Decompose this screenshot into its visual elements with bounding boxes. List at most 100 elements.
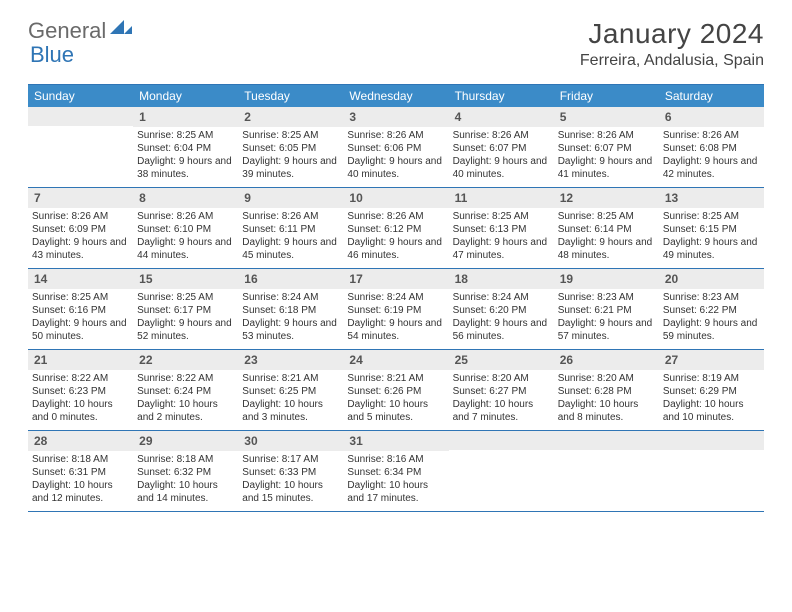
sunrise-text: Sunrise: 8:17 AM: [242, 453, 339, 466]
day-body: Sunrise: 8:26 AMSunset: 6:06 PMDaylight:…: [343, 127, 448, 187]
page-header: General January 2024 Ferreira, Andalusia…: [0, 0, 792, 76]
sunset-text: Sunset: 6:04 PM: [137, 142, 234, 155]
daylight-text: Daylight: 9 hours and 52 minutes.: [137, 317, 234, 343]
daylight-text: Daylight: 9 hours and 39 minutes.: [242, 155, 339, 181]
day-cell: 9Sunrise: 8:26 AMSunset: 6:11 PMDaylight…: [238, 188, 343, 268]
day-cell: 6Sunrise: 8:26 AMSunset: 6:08 PMDaylight…: [659, 107, 764, 187]
sunset-text: Sunset: 6:29 PM: [663, 385, 760, 398]
day-number: 8: [133, 188, 238, 208]
brand-logo: General: [28, 18, 134, 44]
sunrise-text: Sunrise: 8:26 AM: [663, 129, 760, 142]
day-body: Sunrise: 8:19 AMSunset: 6:29 PMDaylight:…: [659, 370, 764, 430]
day-number: 14: [28, 269, 133, 289]
brand-blue: Blue: [30, 42, 74, 68]
daylight-text: Daylight: 10 hours and 5 minutes.: [347, 398, 444, 424]
sunrise-text: Sunrise: 8:22 AM: [137, 372, 234, 385]
brand-triangle-icon: [110, 20, 132, 34]
day-body: Sunrise: 8:24 AMSunset: 6:20 PMDaylight:…: [449, 289, 554, 349]
day-cell: 5Sunrise: 8:26 AMSunset: 6:07 PMDaylight…: [554, 107, 659, 187]
day-body: [28, 126, 133, 186]
day-cell: 18Sunrise: 8:24 AMSunset: 6:20 PMDayligh…: [449, 269, 554, 349]
day-body: Sunrise: 8:20 AMSunset: 6:28 PMDaylight:…: [554, 370, 659, 430]
day-cell: 20Sunrise: 8:23 AMSunset: 6:22 PMDayligh…: [659, 269, 764, 349]
sunrise-text: Sunrise: 8:26 AM: [558, 129, 655, 142]
daylight-text: Daylight: 10 hours and 14 minutes.: [137, 479, 234, 505]
daylight-text: Daylight: 9 hours and 48 minutes.: [558, 236, 655, 262]
week-row: 7Sunrise: 8:26 AMSunset: 6:09 PMDaylight…: [28, 188, 764, 269]
day-number: 18: [449, 269, 554, 289]
weekday-header: Tuesday: [238, 85, 343, 107]
day-cell: [554, 431, 659, 511]
day-cell: [28, 107, 133, 187]
week-row: 28Sunrise: 8:18 AMSunset: 6:31 PMDayligh…: [28, 431, 764, 512]
sunrise-text: Sunrise: 8:20 AM: [558, 372, 655, 385]
day-cell: 26Sunrise: 8:20 AMSunset: 6:28 PMDayligh…: [554, 350, 659, 430]
week-row: 1Sunrise: 8:25 AMSunset: 6:04 PMDaylight…: [28, 107, 764, 188]
day-body: Sunrise: 8:25 AMSunset: 6:17 PMDaylight:…: [133, 289, 238, 349]
sunrise-text: Sunrise: 8:24 AM: [453, 291, 550, 304]
day-body: Sunrise: 8:16 AMSunset: 6:34 PMDaylight:…: [343, 451, 448, 511]
sunrise-text: Sunrise: 8:26 AM: [137, 210, 234, 223]
brand-general: General: [28, 18, 106, 44]
day-cell: 15Sunrise: 8:25 AMSunset: 6:17 PMDayligh…: [133, 269, 238, 349]
day-number: 28: [28, 431, 133, 451]
day-body: Sunrise: 8:22 AMSunset: 6:23 PMDaylight:…: [28, 370, 133, 430]
sunset-text: Sunset: 6:34 PM: [347, 466, 444, 479]
sunrise-text: Sunrise: 8:25 AM: [32, 291, 129, 304]
day-body: Sunrise: 8:26 AMSunset: 6:09 PMDaylight:…: [28, 208, 133, 268]
daylight-text: Daylight: 9 hours and 38 minutes.: [137, 155, 234, 181]
daylight-text: Daylight: 10 hours and 17 minutes.: [347, 479, 444, 505]
day-number: 4: [449, 107, 554, 127]
sunset-text: Sunset: 6:07 PM: [453, 142, 550, 155]
day-body: Sunrise: 8:26 AMSunset: 6:10 PMDaylight:…: [133, 208, 238, 268]
day-cell: 21Sunrise: 8:22 AMSunset: 6:23 PMDayligh…: [28, 350, 133, 430]
sunrise-text: Sunrise: 8:25 AM: [137, 291, 234, 304]
weekday-header-row: SundayMondayTuesdayWednesdayThursdayFrid…: [28, 85, 764, 107]
day-body: Sunrise: 8:26 AMSunset: 6:12 PMDaylight:…: [343, 208, 448, 268]
day-body: Sunrise: 8:25 AMSunset: 6:04 PMDaylight:…: [133, 127, 238, 187]
day-cell: 28Sunrise: 8:18 AMSunset: 6:31 PMDayligh…: [28, 431, 133, 511]
day-number-empty: [554, 431, 659, 450]
day-body: Sunrise: 8:21 AMSunset: 6:26 PMDaylight:…: [343, 370, 448, 430]
day-body: Sunrise: 8:21 AMSunset: 6:25 PMDaylight:…: [238, 370, 343, 430]
daylight-text: Daylight: 10 hours and 12 minutes.: [32, 479, 129, 505]
day-number: 27: [659, 350, 764, 370]
day-number: 31: [343, 431, 448, 451]
day-body: Sunrise: 8:25 AMSunset: 6:15 PMDaylight:…: [659, 208, 764, 268]
sunrise-text: Sunrise: 8:25 AM: [558, 210, 655, 223]
daylight-text: Daylight: 9 hours and 59 minutes.: [663, 317, 760, 343]
sunrise-text: Sunrise: 8:24 AM: [347, 291, 444, 304]
daylight-text: Daylight: 9 hours and 54 minutes.: [347, 317, 444, 343]
day-body: Sunrise: 8:26 AMSunset: 6:07 PMDaylight:…: [449, 127, 554, 187]
daylight-text: Daylight: 10 hours and 15 minutes.: [242, 479, 339, 505]
sunset-text: Sunset: 6:32 PM: [137, 466, 234, 479]
day-cell: 27Sunrise: 8:19 AMSunset: 6:29 PMDayligh…: [659, 350, 764, 430]
day-number: 24: [343, 350, 448, 370]
daylight-text: Daylight: 9 hours and 42 minutes.: [663, 155, 760, 181]
day-body: [554, 450, 659, 510]
day-body: Sunrise: 8:26 AMSunset: 6:07 PMDaylight:…: [554, 127, 659, 187]
sunrise-text: Sunrise: 8:25 AM: [137, 129, 234, 142]
daylight-text: Daylight: 9 hours and 41 minutes.: [558, 155, 655, 181]
sunset-text: Sunset: 6:31 PM: [32, 466, 129, 479]
daylight-text: Daylight: 10 hours and 2 minutes.: [137, 398, 234, 424]
day-number: 19: [554, 269, 659, 289]
weekday-header: Monday: [133, 85, 238, 107]
day-cell: 19Sunrise: 8:23 AMSunset: 6:21 PMDayligh…: [554, 269, 659, 349]
day-body: Sunrise: 8:17 AMSunset: 6:33 PMDaylight:…: [238, 451, 343, 511]
day-cell: 7Sunrise: 8:26 AMSunset: 6:09 PMDaylight…: [28, 188, 133, 268]
sunset-text: Sunset: 6:27 PM: [453, 385, 550, 398]
sunrise-text: Sunrise: 8:16 AM: [347, 453, 444, 466]
day-number: 6: [659, 107, 764, 127]
sunrise-text: Sunrise: 8:21 AM: [347, 372, 444, 385]
sunset-text: Sunset: 6:17 PM: [137, 304, 234, 317]
day-body: Sunrise: 8:26 AMSunset: 6:08 PMDaylight:…: [659, 127, 764, 187]
daylight-text: Daylight: 10 hours and 7 minutes.: [453, 398, 550, 424]
daylight-text: Daylight: 9 hours and 40 minutes.: [347, 155, 444, 181]
day-number: 3: [343, 107, 448, 127]
daylight-text: Daylight: 10 hours and 10 minutes.: [663, 398, 760, 424]
day-number-empty: [659, 431, 764, 450]
day-body: Sunrise: 8:24 AMSunset: 6:18 PMDaylight:…: [238, 289, 343, 349]
day-number: 15: [133, 269, 238, 289]
daylight-text: Daylight: 10 hours and 0 minutes.: [32, 398, 129, 424]
